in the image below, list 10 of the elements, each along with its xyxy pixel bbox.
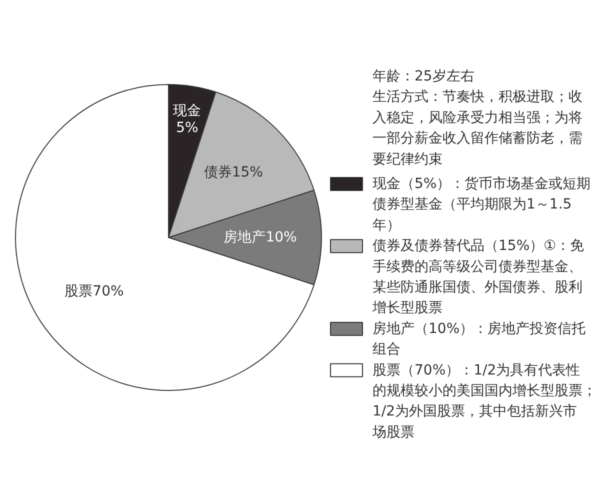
- data-label: 债券15%: [204, 164, 263, 181]
- data-label: 股票70%: [64, 283, 124, 300]
- legend-label: 债券及债券替代品（15%）①：免手续费的高等级公司债券型基金、某些防通胀国债、外国债券、股利增长型股票: [372, 238, 584, 316]
- legend-label: 现金（5%）：货币市场基金或短期债券型基金（平均期限为1～1.5年）: [372, 176, 591, 234]
- legend-label: 房地产（10%）：房地产投资信托组合: [372, 320, 586, 358]
- legend-label: 股票（70%）：1/2为具有代表性的规模较小的美国国内增长型股票；1/2为外国股票，其中包括新兴市场股票: [372, 362, 596, 440]
- text: 年龄：25岁左右: [372, 68, 474, 84]
- data-label: 房地产10%: [224, 230, 297, 246]
- text: 生活方式：节奏快，积极进取；收入稳定，风险承受力相当强；为将一部分薪金收入留作储蓄防老，需要纪律约束: [372, 89, 582, 168]
- data-label: 现金 5%: [173, 103, 202, 136]
